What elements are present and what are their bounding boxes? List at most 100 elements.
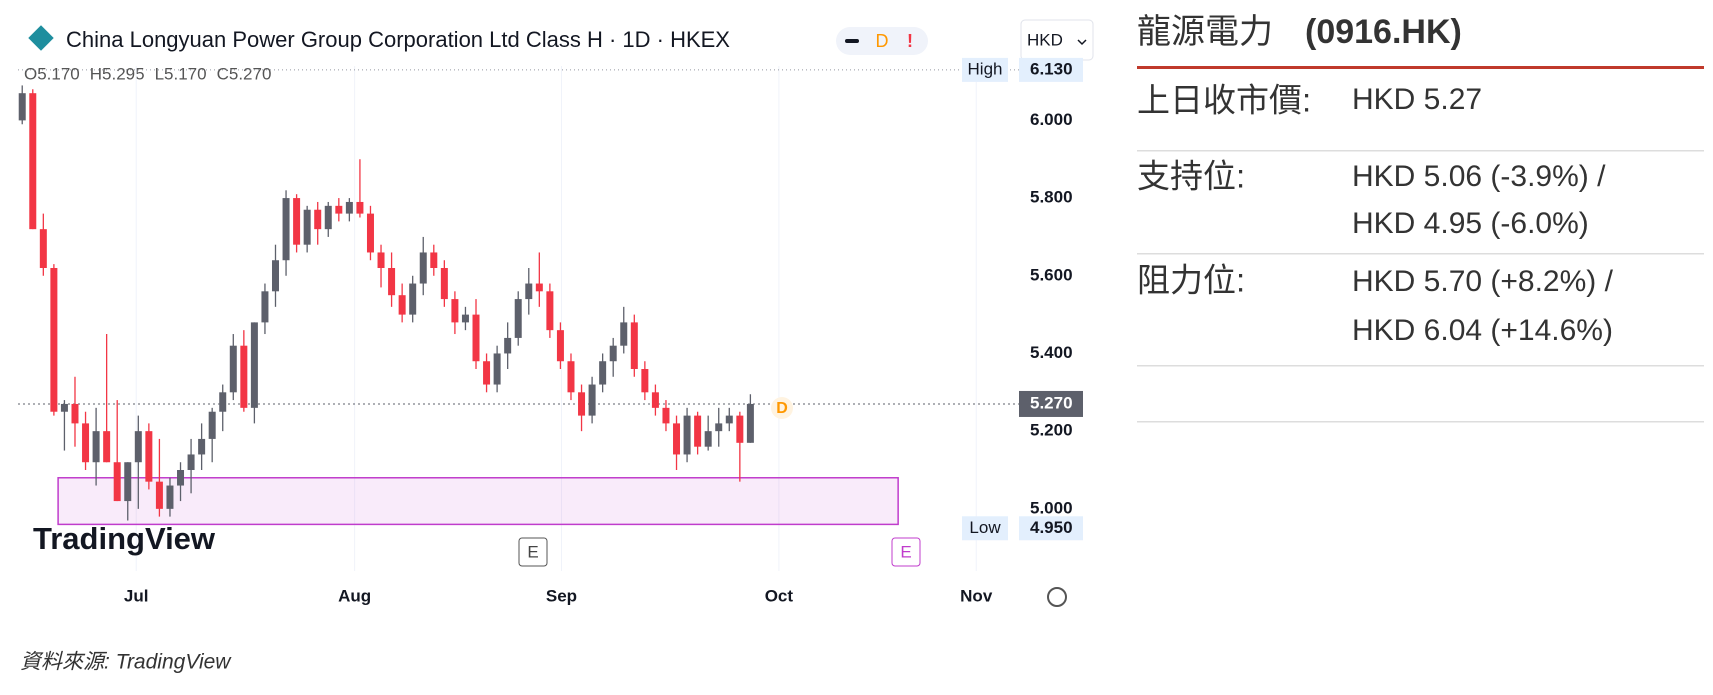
candle-body [694,415,702,447]
candle-body [293,198,301,245]
currency-label[interactable]: HKD [1027,30,1063,49]
y-tick-label: 5.200 [1030,421,1073,440]
candle-body [746,403,754,443]
candle-body [177,470,185,486]
event-box[interactable] [518,537,548,567]
row-value: HKD 5.06 (-3.9%) / [1352,160,1606,193]
candle-body [609,345,617,362]
row-rule [1137,421,1704,423]
candle-body [18,93,26,121]
candle-body [155,481,163,509]
candle-body [715,423,723,432]
settings-icon[interactable] [1047,587,1067,607]
x-tick-label: Jul [124,586,149,605]
badge: D [876,31,889,51]
candle-body [451,299,459,323]
candle-body [335,205,343,214]
badge-dash [845,39,859,43]
candle-body [461,314,469,323]
dividend-circle[interactable] [771,397,793,419]
low-name: Low [969,518,1001,537]
logo: TradingView [33,521,216,556]
candle-body [599,361,607,385]
chart-title: China Longyuan Power Group Corporation L… [66,27,730,52]
candle-body [39,229,47,268]
candle-body [229,345,237,393]
event-mark[interactable]: E [527,542,538,561]
y-tick-label: 6.000 [1030,110,1073,129]
dropdown-arrow[interactable] [1077,39,1087,46]
badge: ! [907,31,913,51]
candle-body [483,361,491,385]
info-table: 龍源電力 (0916.HK) 上日收市價: HKD 5.27 支持位: HKD … [1137,13,1704,423]
candle-body [303,209,311,245]
x-tick-label: Sep [546,586,577,605]
candle-body [736,415,744,443]
candle-body [356,201,364,214]
candle-body [630,322,638,369]
row-rule [1137,253,1704,255]
candle-body [535,283,543,292]
candle-body [409,283,417,315]
candle-body [398,295,406,315]
low-tag [962,516,1008,541]
candle-body [113,462,121,502]
row-label: 支持位: [1137,158,1245,195]
candle-body [419,252,427,284]
title-rule [1137,66,1704,69]
candle-body [366,213,374,253]
candle-body [430,252,438,268]
event-box[interactable] [891,537,921,567]
chart-header: China Longyuan Power Group Corporation L… [28,19,1094,61]
table-code: (0916.HK) [1305,13,1462,51]
candle-body [440,268,448,300]
last-price-label: 5.270 [1030,393,1073,412]
candle-body [704,431,712,447]
candle-body [556,330,564,362]
candle-body [29,93,37,230]
high-value: 6.130 [1030,59,1073,78]
y-tick-label: 5.600 [1030,265,1073,284]
candle-body [71,403,79,424]
candle-body [166,485,174,509]
candle-body [578,392,586,416]
candle-body [567,361,575,393]
candle-body [620,322,628,346]
candle-body [324,205,332,230]
ohlc-legend: O5.170 H5.295 L5.170 C5.270 [24,64,271,83]
candle-body [525,283,533,300]
ohlc-value: H5.295 [90,64,145,83]
low-value-tag [1019,516,1083,541]
candle-body [187,454,195,470]
last-price-tag [1019,390,1083,417]
candle-body [683,415,691,455]
badge-group [836,27,928,55]
high-value-tag [1019,57,1083,82]
candle-body [345,201,353,214]
y-tick-label: 5.000 [1030,498,1073,517]
y-tick-label: 5.800 [1030,188,1073,207]
y-tick-label: 5.400 [1030,343,1073,362]
row-value: HKD 5.70 (+8.2%) / [1352,265,1614,298]
high-name: High [968,59,1003,78]
low-value: 4.950 [1030,518,1073,537]
row-value: HKD 6.04 (+14.6%) [1352,314,1613,347]
event-mark[interactable]: E [900,542,911,561]
candle-body [314,209,322,230]
source-note: 資料來源: TradingView [20,651,232,674]
candle-body [504,337,512,354]
candle-body [50,268,58,412]
candle-body [219,392,227,412]
candle-body [546,291,554,331]
candle-body [377,252,385,268]
candle-body [271,260,279,292]
ohlc-value: L5.170 [155,64,207,83]
high-tag [962,57,1008,82]
x-tick-label: Nov [960,586,993,605]
candle-body [103,431,111,463]
row-value: HKD 5.27 [1352,83,1482,116]
candle-body [60,403,68,412]
dividend-mark[interactable]: D [776,400,788,417]
candle-body [493,353,501,385]
